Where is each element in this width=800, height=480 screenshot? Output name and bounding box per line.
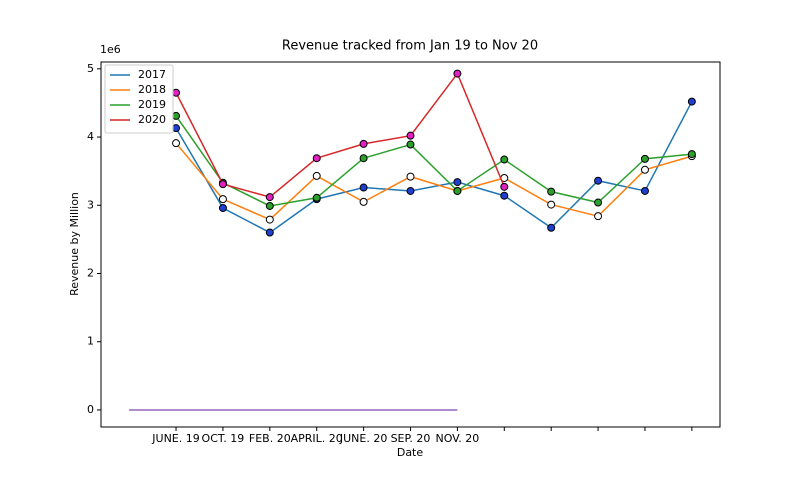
data-point (406, 131, 415, 140)
x-tick-label: APRIL. 20 (291, 432, 343, 445)
data-point (594, 198, 603, 207)
data-point (218, 204, 227, 212)
data-point (359, 183, 368, 192)
data-point (547, 223, 556, 232)
data-point (265, 201, 274, 210)
data-point (547, 187, 556, 196)
data-point (406, 140, 415, 149)
series-line (175, 101, 693, 234)
data-point (172, 124, 181, 133)
data-point (359, 154, 368, 163)
x-tick-label: SEP. 20 (391, 432, 431, 445)
series-line (175, 142, 693, 221)
data-point (594, 176, 603, 185)
data-point (500, 191, 509, 200)
series-line (175, 115, 692, 207)
data-point (594, 212, 603, 221)
data-point (172, 88, 181, 97)
x-axis-label: Date (397, 446, 424, 459)
data-point (547, 200, 556, 209)
data-point (500, 155, 509, 164)
data-point (453, 178, 462, 187)
y-tick-label: 2 (87, 266, 94, 279)
data-point (453, 186, 462, 195)
y-tick-label: 4 (87, 130, 94, 143)
data-point (172, 139, 181, 148)
data-point (406, 186, 415, 195)
data-point (687, 97, 696, 106)
data-point (265, 215, 274, 224)
x-tick-label: JUNE. 20 (339, 432, 387, 445)
data-point (500, 182, 509, 191)
legend-label: 2017 (138, 68, 166, 81)
legend-box (104, 64, 174, 134)
data-point (453, 69, 462, 78)
series-line (175, 72, 505, 198)
data-point (359, 139, 368, 148)
data-point (218, 180, 227, 189)
data-point (265, 193, 274, 202)
legend-label: 2019 (138, 98, 166, 111)
data-point (687, 150, 696, 159)
y-tick-label: 0 (87, 403, 94, 416)
data-point (312, 171, 321, 180)
x-tick-label: OCT. 19 (202, 432, 245, 445)
y-tick-label: 5 (87, 62, 94, 75)
data-point (218, 195, 227, 204)
data-point (406, 172, 415, 181)
data-point (172, 111, 181, 120)
y-tick-label: 1 (87, 335, 94, 348)
data-point (312, 154, 321, 163)
x-tick-label: JUNE. 19 (151, 432, 199, 445)
plot-frame (100, 61, 721, 428)
data-point (265, 228, 274, 237)
data-point (640, 154, 649, 163)
legend-label: 2020 (138, 113, 166, 126)
x-tick-label: NOV. 20 (435, 432, 479, 445)
data-point (312, 193, 321, 202)
y-axis-label: Revenue by Million (68, 192, 81, 296)
x-tick-label: FEB. 20 (249, 432, 291, 445)
y-tick-label: 3 (87, 198, 94, 211)
data-point (359, 197, 368, 206)
legend-label: 2018 (138, 83, 166, 96)
y-offset-label: 1e6 (100, 43, 121, 56)
data-point (640, 165, 649, 174)
data-point (640, 186, 649, 195)
chart-title: Revenue tracked from Jan 19 to Nov 20 (282, 39, 538, 54)
